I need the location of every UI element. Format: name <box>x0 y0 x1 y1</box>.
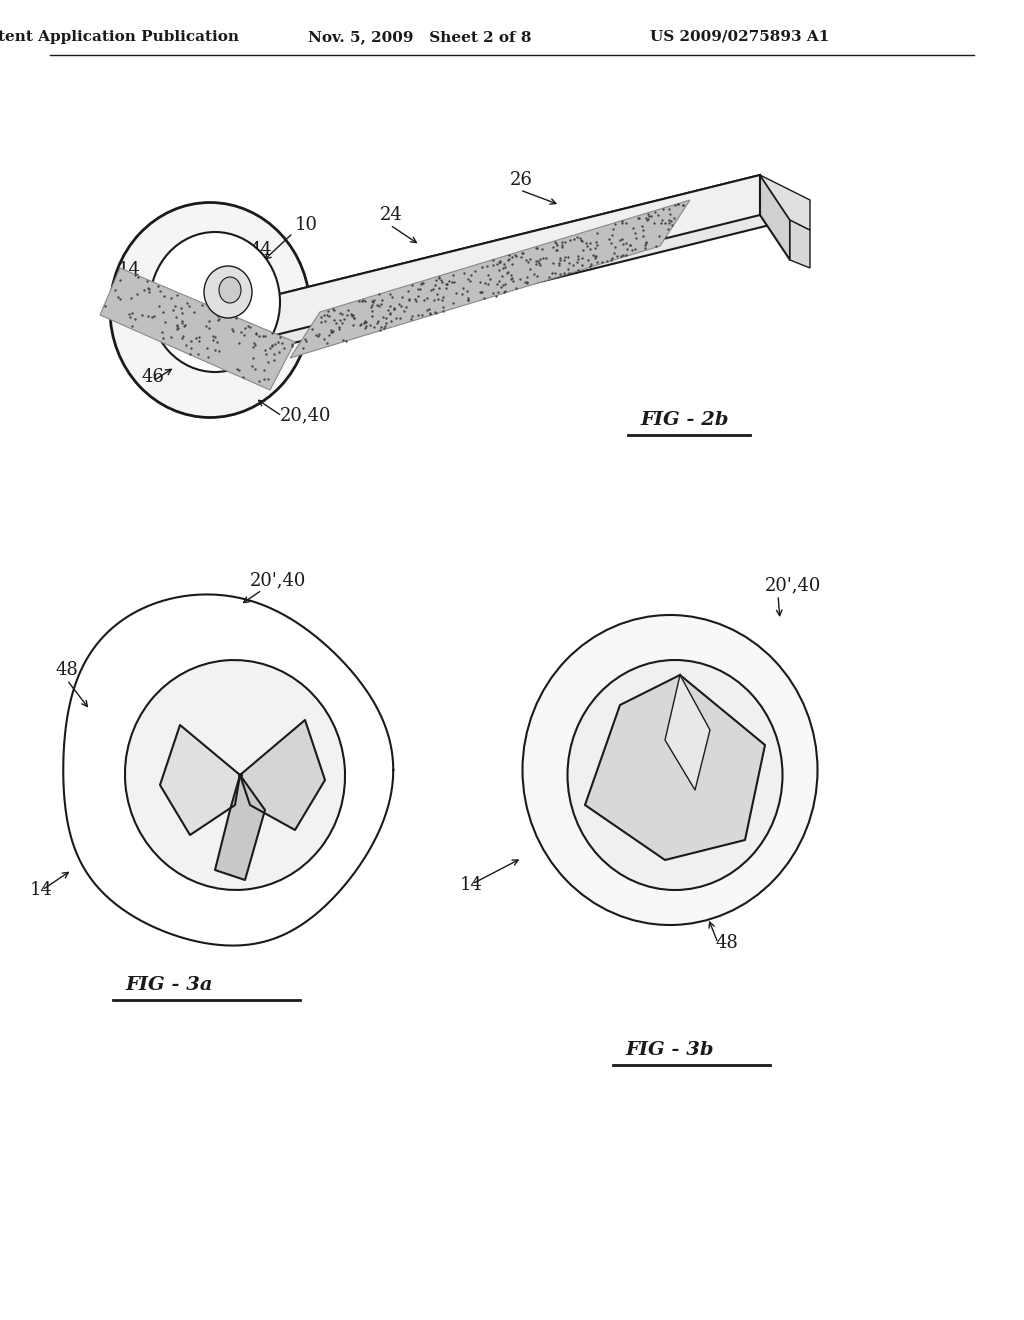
Polygon shape <box>215 775 265 880</box>
Polygon shape <box>760 176 810 230</box>
Text: 14: 14 <box>118 261 141 279</box>
Text: 48: 48 <box>55 661 78 678</box>
Polygon shape <box>290 201 690 358</box>
Ellipse shape <box>204 267 252 318</box>
Text: 42: 42 <box>215 264 238 282</box>
Text: 14: 14 <box>30 880 53 899</box>
Text: FIG - 3a: FIG - 3a <box>125 975 213 994</box>
Polygon shape <box>215 176 790 355</box>
Polygon shape <box>160 725 240 836</box>
Polygon shape <box>760 176 790 260</box>
Ellipse shape <box>522 615 817 925</box>
Text: FIG - 2b: FIG - 2b <box>640 411 728 429</box>
Text: 10: 10 <box>295 216 318 234</box>
Text: 48: 48 <box>715 935 738 952</box>
Polygon shape <box>585 675 765 861</box>
Polygon shape <box>665 675 710 789</box>
Ellipse shape <box>125 660 345 890</box>
Text: 20',40: 20',40 <box>765 576 821 594</box>
Polygon shape <box>240 719 325 830</box>
Text: US 2009/0275893 A1: US 2009/0275893 A1 <box>650 30 829 44</box>
Text: 20,40: 20,40 <box>280 407 332 424</box>
Text: 24: 24 <box>380 206 402 224</box>
Polygon shape <box>790 220 810 268</box>
Ellipse shape <box>150 232 280 372</box>
Text: 26: 26 <box>510 172 532 189</box>
Text: 44: 44 <box>250 242 272 259</box>
Ellipse shape <box>219 277 241 304</box>
Text: Patent Application Publication: Patent Application Publication <box>0 30 239 44</box>
Polygon shape <box>215 176 760 350</box>
Text: 20',40: 20',40 <box>250 572 306 589</box>
Polygon shape <box>100 268 295 389</box>
Text: 46: 46 <box>142 368 165 385</box>
Ellipse shape <box>567 660 782 890</box>
Ellipse shape <box>110 202 310 417</box>
Text: 14: 14 <box>460 876 483 894</box>
Text: Nov. 5, 2009   Sheet 2 of 8: Nov. 5, 2009 Sheet 2 of 8 <box>308 30 531 44</box>
Text: FIG - 3b: FIG - 3b <box>625 1041 714 1059</box>
